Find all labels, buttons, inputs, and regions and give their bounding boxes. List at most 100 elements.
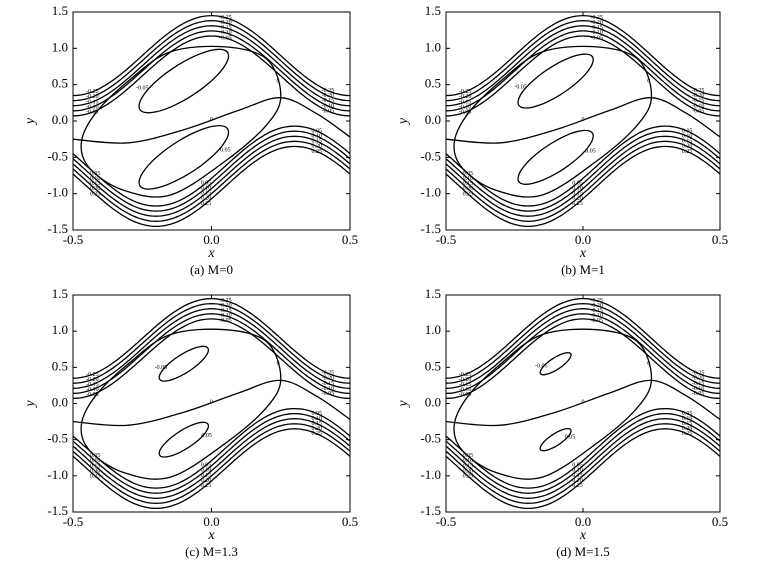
contour-label: 0.10 [572,468,583,474]
contour-label: 0.25 [572,201,583,207]
y-axis-label: y [23,400,38,409]
contour-label: 0.15 [463,181,474,187]
contour-label: -0.20 [459,94,472,100]
y-tick-label: 0.0 [425,112,441,127]
contour-label: 0.15 [312,139,323,145]
contour-line [446,135,720,217]
contour-line [73,135,350,217]
contour-label: 0.20 [312,144,323,150]
y-tick-label: 0.0 [52,394,68,409]
y-tick-label: 1.5 [52,3,68,18]
contour-line [73,303,350,384]
contour-label: 0.05 [201,433,212,439]
contour-label: 0.15 [201,191,212,197]
contour-line [73,130,350,212]
y-tick-label: 1.5 [425,3,441,18]
contour-label: -0.20 [86,94,99,100]
contour-label: -0.05 [322,391,335,397]
y-tick-label: 1.0 [52,322,68,337]
contour-line [446,423,720,504]
contour-label: -0.10 [219,313,232,319]
contour-label: -0.05 [692,391,705,397]
y-tick-label: -1.0 [47,467,68,482]
contour-label: 0.10 [312,416,323,422]
contour-label: 0.15 [572,473,583,479]
x-tick-label: 0.0 [203,232,219,247]
contour-label: -0.25 [219,15,232,21]
contour-label: -0.10 [459,387,472,393]
contour-label: 0.25 [201,483,212,489]
contour-label: -0.20 [590,20,603,26]
contour-label: -0.20 [219,303,232,309]
contour-label: 0.05 [682,128,693,134]
contour-label: 0.20 [463,468,474,474]
contour-line [73,418,350,499]
contour-label: -0.15 [692,381,705,387]
contour-label: -0.25 [322,371,335,377]
contour-label: 0.25 [201,201,212,207]
contour-label: -0.10 [219,30,232,36]
contour-label: 0 [276,78,279,84]
contour-label: 0.10 [682,133,693,139]
contour-label: -0.05 [459,109,472,115]
contour-label: 0.15 [201,473,212,479]
y-axis-label: y [23,117,38,126]
contour-line [158,421,210,458]
contour-label: -0.20 [459,377,472,383]
contour-label: 0.25 [572,483,583,489]
contour-label: -0.10 [86,387,99,393]
contour-line [73,14,350,97]
contour-label: 0.15 [312,421,323,427]
x-axis-label: x [579,246,587,261]
contour-label: 0.25 [90,191,101,197]
contour-label: -0.25 [692,371,705,377]
y-tick-label: 0.0 [52,112,68,127]
contour-label: 0.05 [572,463,583,469]
contour-label: -0.15 [590,25,603,31]
contour-line [73,145,350,228]
x-tick-label: 0.0 [203,514,219,529]
y-tick-label: 1.0 [425,322,441,337]
contour-line [138,124,230,190]
contour-label: 0.05 [201,463,212,469]
contour-line [73,35,350,117]
contour-label: 0.20 [682,144,693,150]
contour-line [73,313,350,395]
contour-label: -0.15 [219,308,232,314]
contour-line [517,53,594,109]
contour-label: 0.20 [312,426,323,432]
contour-line [73,412,350,494]
contour-label: -0.05 [219,318,232,324]
contour-line [517,129,594,185]
contour-line [80,328,282,480]
contour-line [539,352,572,376]
contour-label: -0.05 [692,108,705,114]
y-tick-label: 1.0 [52,39,68,54]
contour-label: -0.20 [322,93,335,99]
x-tick-label: 0.5 [712,232,728,247]
x-tick-label: -0.5 [436,514,457,529]
contour-line [446,20,720,102]
contour-label: 0.10 [682,416,693,422]
contour-label: -0.05 [155,365,168,371]
contour-label: -0.25 [590,298,603,304]
y-tick-label: -1.5 [47,221,68,236]
contour-label: -0.05 [590,35,603,41]
contour-line [446,308,720,389]
contour-label: 0.10 [201,468,212,474]
contour-label: 0.20 [90,186,101,192]
contour-label: -0.10 [459,104,472,110]
contour-line [446,303,720,384]
x-tick-label: 0.5 [342,232,358,247]
contour-label: 0.10 [572,186,583,192]
y-tick-label: 0.0 [425,394,441,409]
contour-line [453,328,653,480]
contour-label: 0.20 [572,478,583,484]
contour-label: 0.20 [201,196,212,202]
contour-label: -0.15 [590,308,603,314]
contour-line [446,145,720,228]
contour-line [73,428,350,510]
contour-label: 0 [276,361,279,367]
contour-line [446,25,720,107]
